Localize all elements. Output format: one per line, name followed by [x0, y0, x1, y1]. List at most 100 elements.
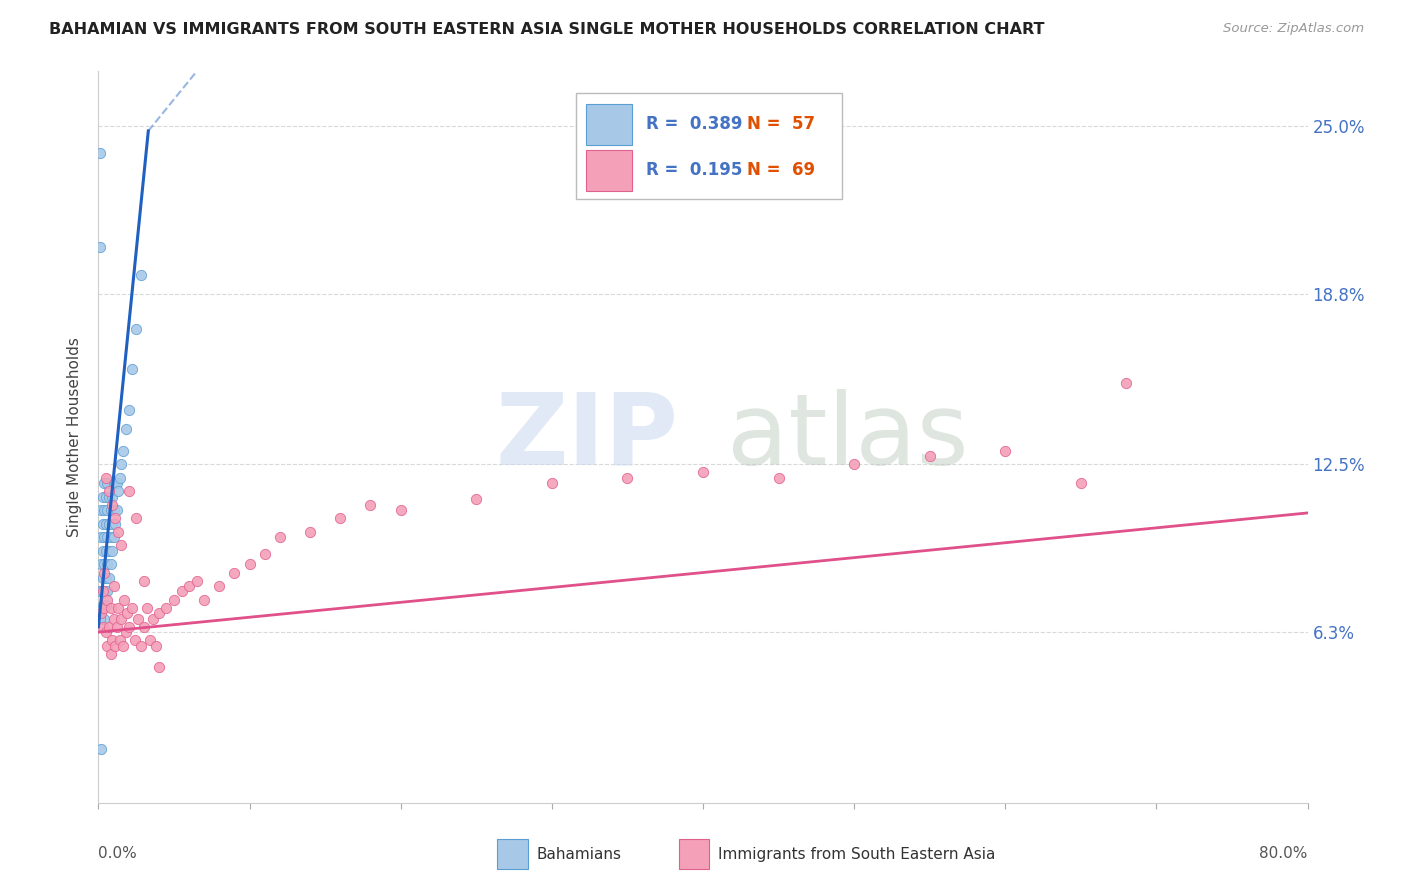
Point — [101, 498, 124, 512]
Point — [148, 606, 170, 620]
Point — [90, 606, 112, 620]
Y-axis label: Single Mother Households: Single Mother Households — [67, 337, 83, 537]
Point — [94, 471, 117, 485]
Point — [103, 476, 125, 491]
Point — [93, 600, 115, 615]
Point — [155, 600, 177, 615]
Point — [104, 511, 127, 525]
Point — [118, 620, 141, 634]
Point — [103, 579, 125, 593]
Point — [844, 457, 866, 471]
Point — [118, 403, 141, 417]
Point — [91, 544, 114, 558]
Point — [110, 457, 132, 471]
Point — [768, 471, 790, 485]
Point — [89, 145, 111, 160]
Point — [96, 584, 118, 599]
Point — [1070, 476, 1092, 491]
Point — [93, 558, 115, 572]
Point — [389, 503, 412, 517]
Point — [98, 516, 121, 531]
Point — [89, 611, 111, 625]
Point — [101, 490, 124, 504]
Bar — [679, 839, 709, 869]
Bar — [498, 839, 527, 869]
Point — [100, 600, 122, 615]
Point — [360, 498, 382, 512]
Point — [170, 584, 193, 599]
Point — [91, 598, 114, 612]
Point — [124, 633, 146, 648]
Point — [121, 362, 143, 376]
Point — [107, 484, 129, 499]
Text: R =  0.389: R = 0.389 — [647, 115, 742, 134]
Point — [111, 639, 134, 653]
Point — [93, 566, 115, 580]
Point — [89, 611, 111, 625]
Point — [91, 490, 114, 504]
Point — [96, 558, 118, 572]
Text: 0.0%: 0.0% — [98, 847, 138, 861]
Point — [104, 639, 127, 653]
Text: N =  57: N = 57 — [747, 115, 814, 134]
Point — [239, 558, 262, 572]
Point — [90, 530, 112, 544]
Text: 80.0%: 80.0% — [1260, 847, 1308, 861]
Point — [108, 633, 131, 648]
Point — [91, 620, 114, 634]
Point — [208, 579, 231, 593]
Point — [94, 490, 117, 504]
Text: N =  69: N = 69 — [747, 161, 814, 179]
Point — [100, 503, 122, 517]
Point — [127, 611, 149, 625]
Point — [107, 524, 129, 539]
Point — [98, 571, 121, 585]
Bar — [586, 104, 631, 145]
Text: R =  0.195: R = 0.195 — [647, 161, 742, 179]
Point — [112, 592, 135, 607]
Point — [465, 492, 488, 507]
Point — [94, 544, 117, 558]
Point — [94, 625, 117, 640]
Point — [132, 574, 155, 588]
Point — [90, 741, 112, 756]
Point — [100, 558, 122, 572]
Point — [98, 544, 121, 558]
Point — [108, 471, 131, 485]
Point — [94, 516, 117, 531]
Point — [142, 611, 165, 625]
Point — [105, 476, 128, 491]
Point — [1115, 376, 1137, 390]
Point — [129, 639, 152, 653]
Point — [94, 571, 117, 585]
Point — [94, 598, 117, 612]
Point — [115, 606, 138, 620]
Point — [110, 538, 132, 552]
Point — [100, 647, 122, 661]
Point — [139, 633, 162, 648]
Point — [91, 584, 114, 599]
Point — [114, 625, 136, 640]
Point — [118, 484, 141, 499]
Point — [90, 584, 112, 599]
Point — [103, 611, 125, 625]
Point — [540, 476, 562, 491]
Point — [101, 633, 124, 648]
Point — [104, 476, 127, 491]
Point — [193, 592, 215, 607]
Point — [110, 611, 132, 625]
Point — [104, 516, 127, 531]
Text: ZIP: ZIP — [496, 389, 679, 485]
Point — [299, 524, 322, 539]
Text: Bahamians: Bahamians — [536, 847, 621, 862]
Point — [918, 449, 941, 463]
Point — [93, 584, 115, 599]
Point — [129, 268, 152, 282]
Point — [224, 566, 246, 580]
Point — [148, 660, 170, 674]
Point — [90, 503, 112, 517]
Point — [91, 516, 114, 531]
Point — [186, 574, 208, 588]
Point — [163, 592, 186, 607]
Point — [101, 516, 124, 531]
